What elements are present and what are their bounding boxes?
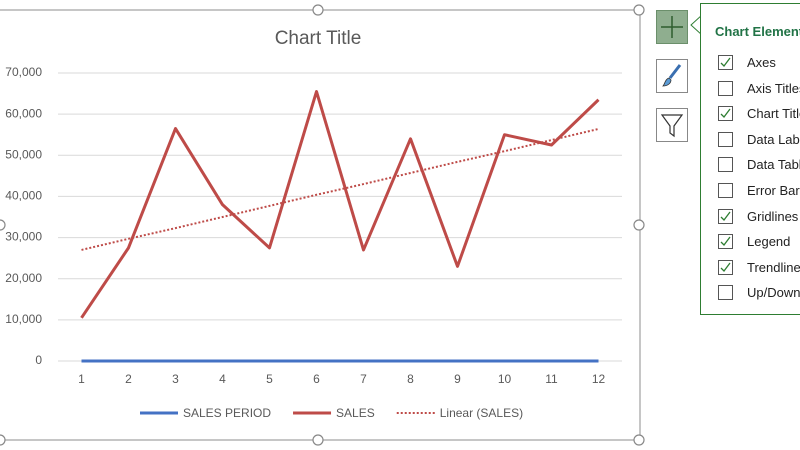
checkmark xyxy=(720,262,731,272)
x-tick-label: 2 xyxy=(125,372,132,386)
handle[interactable] xyxy=(0,219,6,231)
checkmark xyxy=(720,236,731,247)
y-tick-label: 20,000 xyxy=(5,271,42,285)
y-tick-label: 70,000 xyxy=(5,65,42,79)
y-tick-label: 50,000 xyxy=(5,147,42,161)
checkmark xyxy=(720,57,731,67)
series-line xyxy=(81,127,599,251)
checkbox[interactable] xyxy=(718,259,733,275)
x-tick-label: 12 xyxy=(592,372,606,386)
checkbox[interactable] xyxy=(718,55,733,70)
panel-title: Chart Elements xyxy=(715,24,800,39)
x-tick-label: 9 xyxy=(454,372,461,386)
checkbox[interactable] xyxy=(718,157,733,173)
item-label: Trendline xyxy=(747,259,800,275)
item-label: Gridlines xyxy=(747,208,799,224)
item-label: Data Table xyxy=(747,157,800,173)
x-tick-label: 7 xyxy=(360,372,367,386)
checkbox[interactable] xyxy=(718,234,733,250)
legend-label: SALES xyxy=(336,406,375,420)
plus-icon xyxy=(661,16,683,38)
x-tick-label: 1 xyxy=(78,372,85,386)
y-tick-label: 0 xyxy=(35,353,42,367)
checkbox[interactable] xyxy=(718,208,733,224)
handle[interactable] xyxy=(633,4,645,16)
y-tick-label: 30,000 xyxy=(5,230,42,244)
handle[interactable] xyxy=(312,4,324,16)
series-line xyxy=(80,90,600,319)
legend-item: SALES xyxy=(293,406,375,420)
filter-icon xyxy=(660,114,684,138)
x-tick-label: 5 xyxy=(266,372,273,386)
handle[interactable] xyxy=(312,434,324,446)
y-tick-label: 10,000 xyxy=(5,312,42,326)
item-label: Data Labels xyxy=(747,131,800,147)
item-label: Error Bars xyxy=(747,183,800,198)
checkbox[interactable] xyxy=(718,183,733,198)
x-tick-label: 10 xyxy=(498,372,512,386)
item-label: Chart Title xyxy=(747,106,800,122)
item-label: Axes xyxy=(747,55,776,70)
item-label: Legend xyxy=(747,234,791,250)
resize-handles xyxy=(0,4,645,446)
legend-item: SALES PERIOD xyxy=(140,406,271,420)
checkmark xyxy=(720,211,731,221)
x-tick-label: 8 xyxy=(407,372,414,386)
chart-elements-panel: Chart Elements Axes Axis Titles Chart Titl… xyxy=(700,3,800,315)
item-label: Up/Down Bars xyxy=(747,285,800,301)
chart-filters-button[interactable] xyxy=(656,108,688,142)
checkbox[interactable] xyxy=(718,106,733,122)
checkmark xyxy=(720,108,731,119)
y-tick-label: 60,000 xyxy=(5,106,42,120)
chart-styles-button[interactable] xyxy=(656,59,688,93)
y-tick-label: 40,000 xyxy=(5,189,42,203)
x-tick-label: 11 xyxy=(545,372,558,386)
checkbox[interactable] xyxy=(718,285,733,301)
panel-pointer xyxy=(690,15,702,35)
checkbox[interactable] xyxy=(718,131,733,147)
handle[interactable] xyxy=(0,434,6,446)
x-tick-label: 4 xyxy=(219,372,226,386)
x-tick-label: 6 xyxy=(313,372,320,386)
item-label: Axis Titles xyxy=(747,80,800,96)
checkbox[interactable] xyxy=(718,80,733,96)
handle[interactable] xyxy=(633,434,645,446)
chart-title: Chart Title xyxy=(275,28,362,49)
legend-label: SALES PERIOD xyxy=(183,406,271,420)
chart-elements-button[interactable] xyxy=(656,10,688,44)
legend-label: Linear (SALES) xyxy=(440,406,523,420)
x-tick-label: 3 xyxy=(172,372,179,386)
handle[interactable] xyxy=(633,219,645,231)
brush-icon xyxy=(662,64,682,87)
legend-item: Linear (SALES) xyxy=(396,406,523,420)
chart: Chart Title 0 10,000 20,000 30,000 40,000 50,… xyxy=(0,4,645,446)
chart-border xyxy=(0,9,641,441)
